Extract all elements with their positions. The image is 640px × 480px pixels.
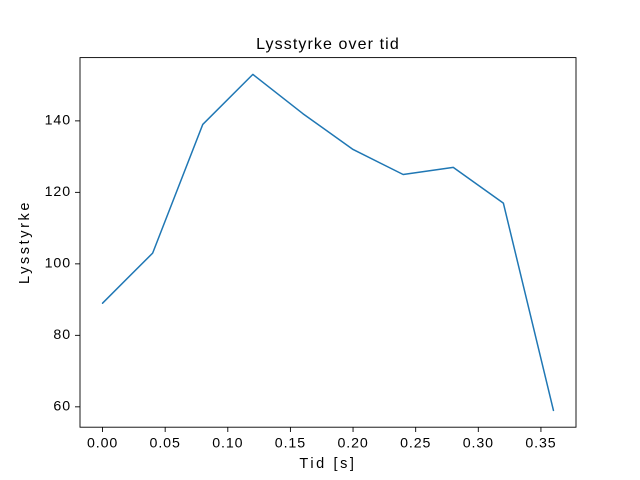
- svg-text:Tid [s]: Tid [s]: [299, 456, 356, 472]
- svg-text:Lysstyrke over tid: Lysstyrke over tid: [256, 36, 400, 53]
- svg-text:0.35: 0.35: [525, 436, 556, 452]
- svg-text:0.00: 0.00: [87, 436, 118, 452]
- svg-text:60: 60: [53, 399, 71, 415]
- svg-text:120: 120: [45, 184, 71, 200]
- svg-text:0.20: 0.20: [337, 436, 368, 452]
- svg-text:0.30: 0.30: [463, 436, 494, 452]
- svg-text:0.25: 0.25: [400, 436, 431, 452]
- svg-text:Lysstyrke: Lysstyrke: [17, 200, 33, 284]
- svg-text:0.10: 0.10: [212, 436, 243, 452]
- svg-text:140: 140: [45, 113, 71, 129]
- svg-text:100: 100: [45, 256, 71, 272]
- svg-text:0.15: 0.15: [275, 436, 306, 452]
- svg-text:0.05: 0.05: [150, 436, 181, 452]
- svg-text:80: 80: [53, 327, 71, 343]
